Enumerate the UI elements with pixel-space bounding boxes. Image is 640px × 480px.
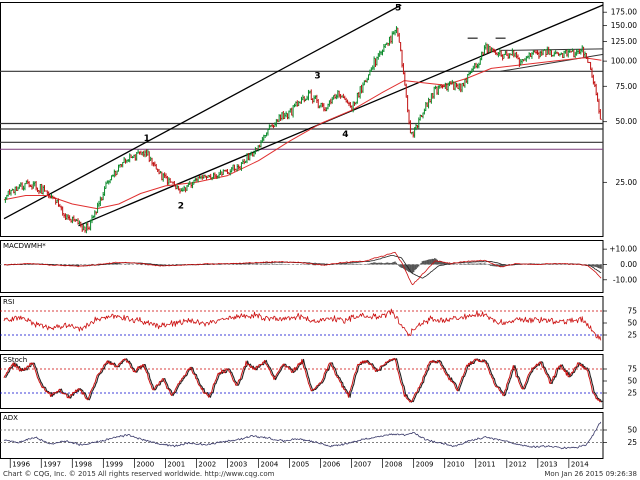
x-tick-label: 2006 (323, 461, 341, 469)
panel-title: RSI (3, 298, 14, 306)
wave-label: 2 (178, 202, 184, 212)
x-tick-label: 2012 (509, 461, 527, 469)
x-tick-label: 2014 (571, 461, 589, 469)
x-tick-label: 2004 (260, 461, 278, 469)
footer: Chart © CQG, Inc. © 2015 All rights rese… (0, 468, 640, 480)
y-tick-label: 75.00 (616, 82, 638, 91)
y-tick-label: 75 (627, 307, 637, 316)
moving-average-line (3, 57, 602, 210)
panel-title: ADX (3, 414, 18, 422)
y-tick-label: 100.00 (611, 57, 637, 66)
x-tick-label: 2002 (198, 461, 216, 469)
y-tick-label: 25 (627, 389, 637, 398)
x-tick-label: 2001 (167, 461, 185, 469)
price-bars (4, 26, 602, 234)
y-tick-label: 25 (627, 331, 637, 340)
trend-channel-line (3, 4, 402, 220)
x-tick-label: 1996 (12, 461, 30, 469)
x-tick-label: 2005 (292, 461, 310, 469)
y-tick-label: 0.00 (620, 260, 637, 269)
x-tick-label: 1999 (105, 461, 123, 469)
y-tick-label: 50 (627, 426, 637, 435)
x-tick-label: 1997 (43, 461, 61, 469)
panel-frame (0, 240, 604, 293)
x-tick-label: 2008 (385, 461, 403, 469)
timestamp-text: Mon Jan 26 2015 09:26:38 (544, 470, 637, 478)
x-tick-label: 2003 (229, 461, 247, 469)
panel-title: MACDWMH* (3, 242, 46, 250)
x-tick-label: 2009 (416, 461, 434, 469)
x-tick-label: 1998 (74, 461, 92, 469)
y-tick-label: +10.00 (609, 245, 637, 254)
y-tick-label: 150.00 (611, 21, 637, 30)
y-tick-label: 125.00 (611, 37, 637, 46)
copyright-text: Chart © CQG, Inc. © 2015 All rights rese… (3, 470, 275, 478)
x-tick-label: 2010 (447, 461, 465, 469)
stoch-fast-line (3, 358, 602, 403)
panel-frame (0, 412, 604, 459)
macd-main-line (3, 251, 602, 286)
x-tick-label: 2011 (478, 461, 496, 469)
triangle-line (500, 48, 604, 51)
wave-label: 3 (314, 71, 320, 81)
x-tick-label: 2013 (540, 461, 558, 469)
rsi-line (3, 308, 602, 341)
panel-frame (0, 2, 604, 237)
y-tick-label: 175.00 (611, 8, 637, 17)
y-tick-label: 50.00 (616, 117, 638, 126)
y-tick-label: 75 (627, 365, 637, 374)
wave-label: 4 (342, 130, 348, 140)
adx-line (3, 421, 602, 450)
x-tick-label: 2000 (136, 461, 154, 469)
panel-frame (0, 296, 604, 351)
y-tick-label: 50 (627, 377, 637, 386)
stoch-slow-line (5, 357, 603, 403)
y-tick-label: 50 (627, 319, 637, 328)
y-tick-label: -10.00 (613, 275, 637, 284)
panel-title: SStoch (3, 356, 27, 364)
y-tick-label: 25 (627, 438, 637, 447)
x-tick-label: 2007 (354, 461, 372, 469)
chart-svg: 1996 1997 1998 1999 2000 2001 2002 2003 2004 2005… (0, 2, 638, 469)
wave-label: 5 (395, 4, 401, 14)
y-tick-label: 25.00 (616, 178, 638, 187)
wave-label: 1 (144, 134, 150, 144)
